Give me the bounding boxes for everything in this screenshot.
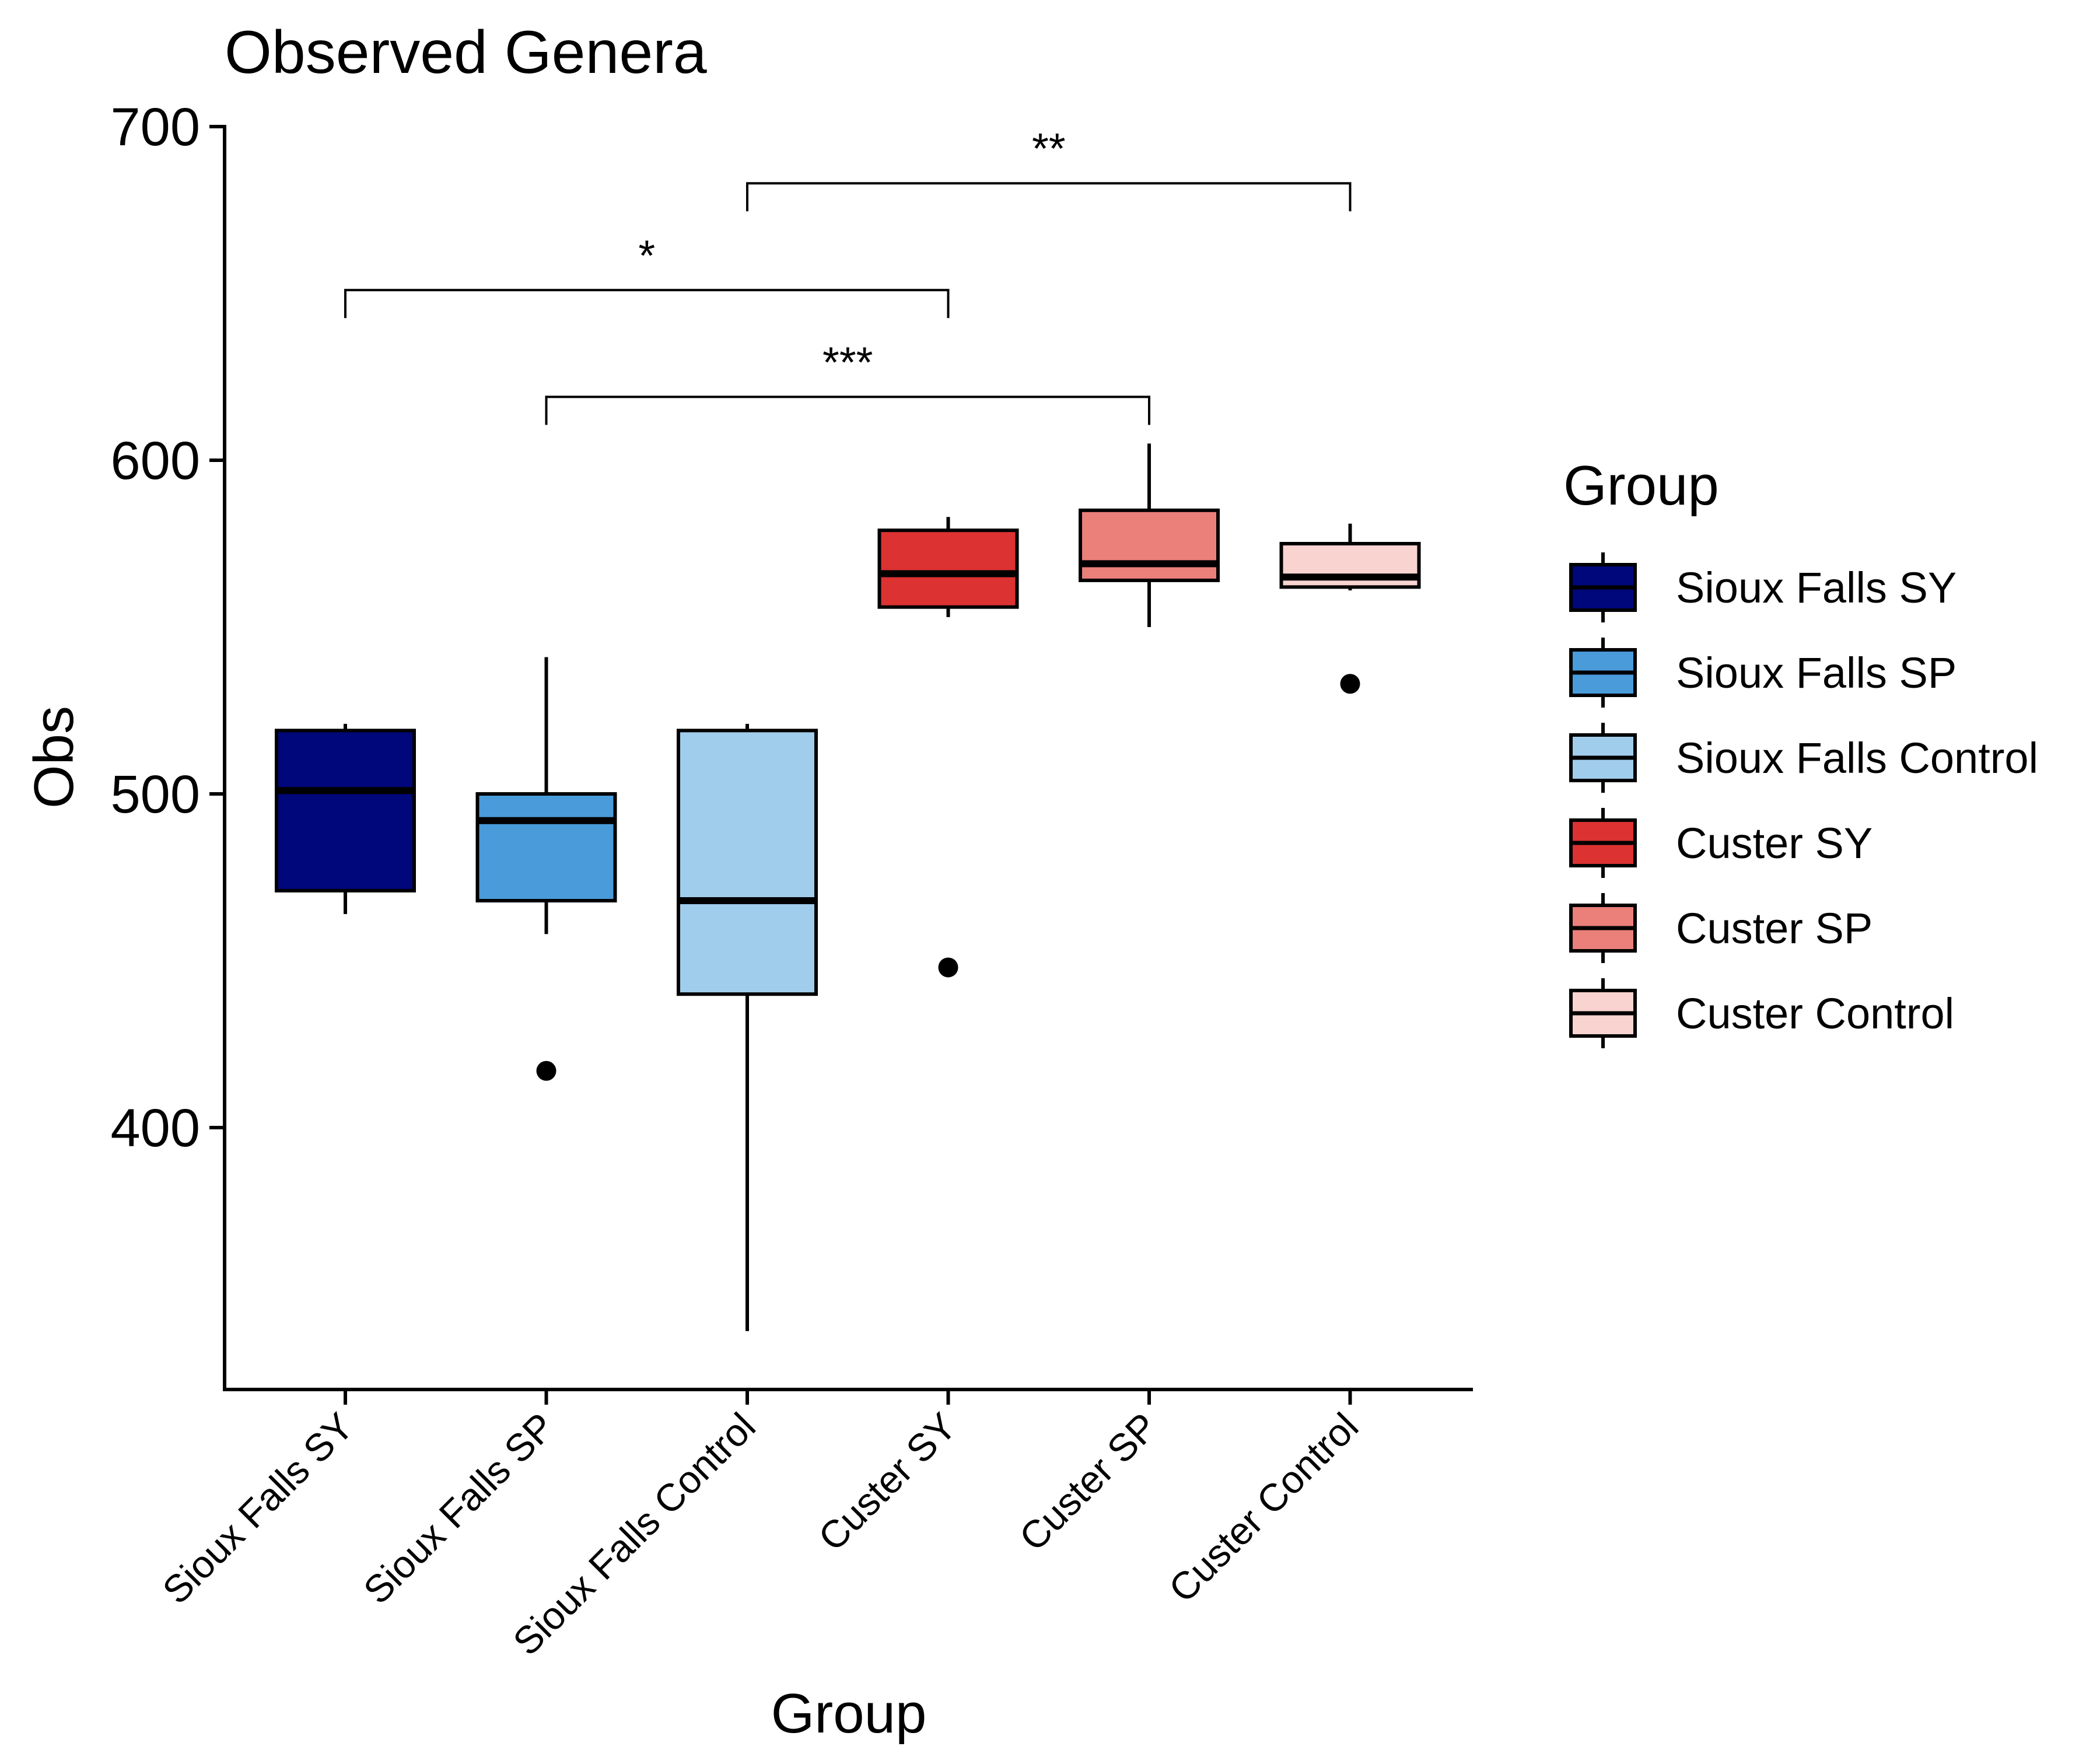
outlier-point bbox=[1340, 674, 1360, 694]
x-tick-label: Custer Control bbox=[1160, 1405, 1366, 1611]
y-tick-label: 400 bbox=[111, 1098, 201, 1158]
significance-bracket: * bbox=[344, 231, 950, 318]
box-custer-sp bbox=[1079, 443, 1220, 627]
box-body bbox=[275, 729, 416, 892]
bracket-line bbox=[344, 289, 950, 318]
box-body bbox=[1079, 508, 1220, 582]
x-axis-label: Group bbox=[771, 1682, 927, 1745]
box-sioux-falls-sp bbox=[475, 657, 617, 1081]
legend: Sioux Falls SY Sioux Falls SP Sioux Falls … bbox=[1569, 552, 2038, 1048]
legend-item: Custer SP bbox=[1569, 893, 1873, 963]
bracket-line bbox=[746, 182, 1352, 212]
box-custer-sy bbox=[877, 517, 1019, 978]
box-sioux-falls-sy bbox=[275, 723, 416, 914]
legend-label: Sioux Falls SP bbox=[1676, 649, 1957, 697]
x-tick-label: Sioux Falls SP bbox=[355, 1405, 563, 1612]
bracket-line bbox=[545, 396, 1150, 425]
significance-label: * bbox=[638, 231, 655, 279]
outlier-point bbox=[536, 1060, 556, 1081]
y-tick-label: 700 bbox=[111, 97, 201, 157]
significance-label: ** bbox=[1032, 124, 1066, 173]
y-tick-label: 600 bbox=[111, 431, 201, 491]
legend-item: Custer Control bbox=[1569, 978, 1954, 1048]
legend-item: Custer SY bbox=[1569, 808, 1873, 878]
legend-item: Sioux Falls SP bbox=[1569, 638, 1957, 708]
legend-label: Custer SY bbox=[1676, 819, 1873, 867]
chart-title: Observed Genera bbox=[225, 19, 707, 86]
legend-item: Sioux Falls Control bbox=[1569, 723, 2038, 793]
box-body bbox=[475, 792, 617, 903]
significance-label: *** bbox=[822, 338, 873, 386]
legend-label: Sioux Falls Control bbox=[1676, 734, 2038, 782]
legend-label: Custer SP bbox=[1676, 904, 1873, 953]
legend-label: Sioux Falls SY bbox=[1676, 564, 1957, 612]
y-tick-label: 500 bbox=[111, 765, 201, 824]
box-sioux-falls-control bbox=[677, 723, 818, 1331]
box-body bbox=[677, 729, 818, 996]
legend-title: Group bbox=[1563, 454, 1719, 517]
significance-bracket: ** bbox=[746, 124, 1352, 212]
x-tick-label: Custer SP bbox=[1011, 1405, 1166, 1559]
legend-label: Custer Control bbox=[1676, 989, 1954, 1038]
legend-item: Sioux Falls SY bbox=[1569, 552, 1957, 622]
x-tick-label: Custer SY bbox=[810, 1405, 964, 1559]
outlier-point bbox=[938, 957, 958, 978]
x-tick-label: Sioux Falls SY bbox=[154, 1405, 362, 1612]
box-custer-control bbox=[1279, 523, 1421, 694]
y-axis-label: Obs bbox=[23, 706, 85, 808]
significance-bracket: *** bbox=[545, 338, 1150, 425]
box-body bbox=[1279, 542, 1421, 589]
box-body bbox=[877, 528, 1019, 609]
